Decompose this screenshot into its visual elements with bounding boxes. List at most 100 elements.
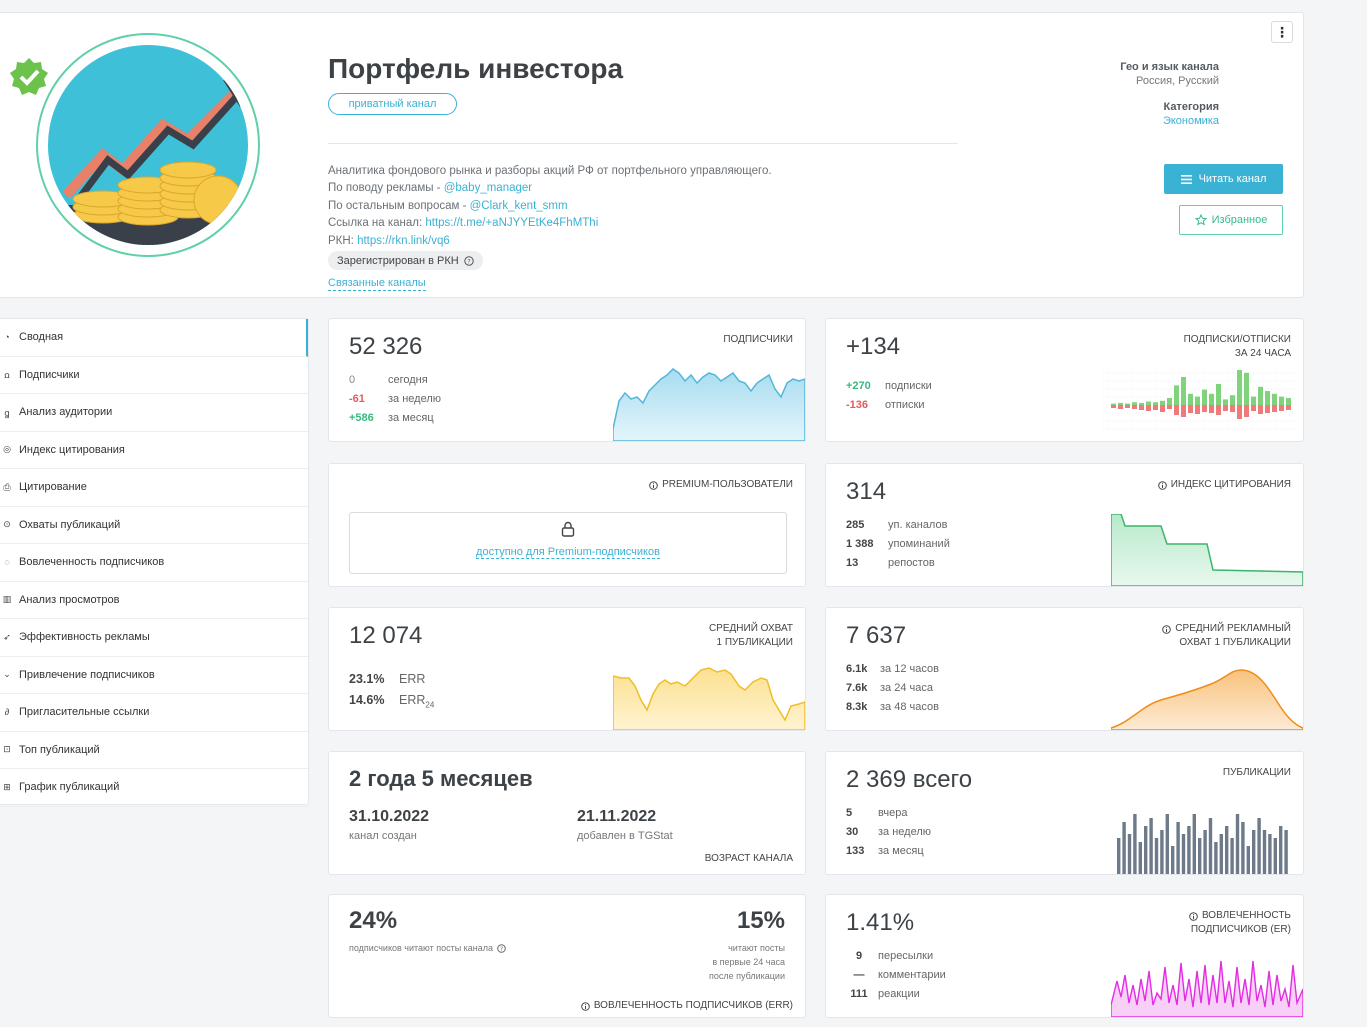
subscribe-bar bbox=[1118, 402, 1123, 405]
sidebar-item-8[interactable]: ▥ Анализ просмотров bbox=[0, 582, 308, 619]
sidebar-item-11[interactable]: ∂ Пригласительные ссылки bbox=[0, 694, 308, 732]
rkn-prefix: РКН: bbox=[328, 234, 358, 247]
views-icon: ▥ bbox=[2, 594, 12, 605]
subscribe-bar bbox=[1237, 370, 1242, 405]
sidebar-item-label: Пригласительные ссылки bbox=[19, 706, 150, 719]
subscribers-stats: 0 сегодня -61 за неделю +586 за месяц bbox=[349, 371, 441, 428]
month-label: за месяц bbox=[388, 412, 434, 424]
err-card[interactable]: 24% подписчиков читают посты канала ? 15… bbox=[328, 894, 806, 1018]
er-card[interactable]: 1.41% ВОВЛЕЧЕННОСТЬ ПОДПИСЧИКОВ (ER) 9 пе… bbox=[825, 894, 1304, 1018]
unsubscribe-bar bbox=[1265, 405, 1270, 413]
sidebar-item-10[interactable]: ⌄ Привлечение подписчиков bbox=[0, 657, 308, 694]
rkn-link[interactable]: https://rkn.link/vq6 bbox=[357, 234, 450, 247]
read-button-label: Читать канал bbox=[1198, 173, 1267, 185]
ads-contact-link[interactable]: @baby_manager bbox=[443, 182, 533, 195]
posts-week-label: за неделю bbox=[878, 826, 932, 838]
other-contact-link[interactable]: @Clark_kent_smm bbox=[469, 199, 568, 212]
publication-bar bbox=[1144, 826, 1148, 874]
publication-bar bbox=[1187, 826, 1191, 874]
subscribe-bar bbox=[1146, 401, 1151, 405]
publication-bar bbox=[1241, 822, 1245, 874]
category-link[interactable]: Экономика bbox=[1162, 115, 1219, 127]
posts-month-value: 133 bbox=[846, 845, 865, 857]
created-date: 31.10.2022 bbox=[349, 808, 430, 825]
subscribers-card[interactable]: 52 326 ПОДПИСЧИКИ 0 сегодня -61 за неделю … bbox=[328, 318, 806, 442]
ad-reach-value: 7 637 bbox=[846, 622, 907, 649]
channel-link[interactable]: https://t.me/+aNJYYEtKe4FhMThi bbox=[425, 217, 599, 230]
favorite-button[interactable]: Избранное bbox=[1179, 205, 1283, 235]
er-label: ВОВЛЕЧЕННОСТЬ ПОДПИСЧИКОВ (ER) bbox=[1189, 909, 1291, 937]
premium-unlock-link[interactable]: доступно для Premium-подписчиков bbox=[476, 546, 660, 559]
sidebar-item-13[interactable]: ⊞ График публикаций bbox=[0, 769, 308, 807]
channel-age-card[interactable]: 2 года 5 месяцев 31.10.2022 канал создан… bbox=[328, 751, 806, 875]
more-options-button[interactable]: ⋮ bbox=[1271, 21, 1293, 43]
unsubscribe-bar bbox=[1237, 405, 1242, 419]
divider bbox=[328, 143, 958, 144]
sidebar-item-5[interactable]: ⎙ Цитирование bbox=[0, 469, 308, 507]
question-icon: ? bbox=[464, 255, 474, 266]
channel-title: Портфель инвестора bbox=[328, 53, 624, 84]
comments-value: — bbox=[853, 969, 865, 981]
info-icon bbox=[649, 480, 658, 490]
subscribe-bar bbox=[1272, 393, 1277, 405]
verified-badge-icon bbox=[10, 58, 48, 95]
ad-reach-stats: 6.1k за 12 часов 7.6k за 24 часа 8.3k за 48… bbox=[846, 660, 939, 717]
reach-card[interactable]: 12 074 СРЕДНИЙ ОХВАТ 1 ПУБЛИКАЦИИ 23.1% E… bbox=[328, 607, 806, 731]
err-label: ВОВЛЕЧЕННОСТЬ ПОДПИСЧИКОВ (ERR) bbox=[581, 999, 793, 1013]
ad-reach-card[interactable]: 7 637 СРЕДНИЙ РЕКЛАМНЫЙ ОХВАТ 1 ПУБЛИКАЦ… bbox=[825, 607, 1304, 731]
sidebar-item-9[interactable]: ➶ Эффективность рекламы bbox=[0, 619, 308, 657]
publication-bar bbox=[1246, 846, 1250, 874]
unsubscribe-bar bbox=[1160, 405, 1165, 412]
subscribe-bar bbox=[1195, 396, 1200, 405]
channel-avatar bbox=[36, 33, 260, 257]
unsubscribe-bar bbox=[1272, 405, 1277, 412]
unsubscribe-bar bbox=[1174, 405, 1179, 415]
subunsub-card[interactable]: +134 ПОДПИСКИ/ОТПИСКИ ЗА 24 ЧАСА +270 под… bbox=[825, 318, 1304, 442]
geo-language: Гео и язык канала Россия, Русский bbox=[1120, 61, 1219, 87]
citation-index-value: 314 bbox=[846, 478, 887, 505]
reach-sparkline bbox=[613, 667, 805, 730]
link-prefix: Ссылка на канал: bbox=[328, 217, 426, 230]
publication-bar bbox=[1181, 834, 1186, 874]
subunsub-label: ПОДПИСКИ/ОТПИСКИ ЗА 24 ЧАСА bbox=[1184, 333, 1291, 361]
category: Категория Экономика bbox=[1163, 101, 1219, 127]
sidebar-item-2[interactable]: ꭥ Подписчики bbox=[0, 357, 308, 394]
avg-reach-value: 12 074 bbox=[349, 622, 423, 649]
today-value: 0 bbox=[349, 374, 356, 386]
unsubscribe-bar bbox=[1125, 405, 1130, 408]
premium-card[interactable]: PREMIUM-ПОЛЬЗОВАТЕЛИ доступно для Premiu… bbox=[328, 463, 806, 587]
sidebar-item-3[interactable]: ꬶ Анализ аудитории bbox=[0, 394, 308, 432]
unsubscribe-bar bbox=[1139, 405, 1144, 410]
subscribe-bar bbox=[1279, 396, 1284, 405]
sidebar-item-label: Эффективность рекламы bbox=[19, 631, 150, 644]
sidebar-item-7[interactable]: ◌ Вовлеченность подписчиков bbox=[0, 544, 308, 582]
subscribe-bar bbox=[1286, 398, 1291, 405]
subscribers-count: 52 326 bbox=[349, 333, 423, 360]
subscribe-bar bbox=[1160, 400, 1165, 405]
category-label: Категория bbox=[1163, 101, 1219, 113]
unsubscribe-bar bbox=[1132, 405, 1137, 409]
sidebar-item-label: Цитирование bbox=[19, 481, 87, 494]
citation-card[interactable]: 314 ИНДЕКС ЦИТИРОВАНИЯ 285 уп. каналов 1 … bbox=[825, 463, 1304, 587]
unsubscribe-bar bbox=[1195, 405, 1200, 414]
er-stats: 9 пересылки — комментарии 111 реакции bbox=[846, 947, 945, 1004]
question-icon: ? bbox=[497, 943, 506, 953]
related-channels-link[interactable]: Связанные каналы bbox=[328, 277, 426, 291]
channels-label: уп. каналов bbox=[888, 519, 948, 531]
sidebar-item-6[interactable]: ⊙ Охваты публикаций bbox=[0, 507, 308, 544]
ad-reach-label: СРЕДНИЙ РЕКЛАМНЫЙ ОХВАТ 1 ПУБЛИКАЦИИ bbox=[1162, 622, 1291, 650]
week-label: за неделю bbox=[388, 393, 442, 405]
sidebar-item-12[interactable]: ⊡ Топ публикаций bbox=[0, 732, 308, 769]
rkn-registered-badge[interactable]: Зарегистрирован в РКН ? bbox=[328, 251, 483, 270]
star-icon bbox=[1194, 214, 1207, 226]
publications-card[interactable]: 2 369 всего ПУБЛИКАЦИИ 5 вчера 30 за недел… bbox=[825, 751, 1304, 875]
read-channel-button[interactable]: Читать канал bbox=[1164, 164, 1283, 194]
engagement-icon: ◌ bbox=[4, 557, 10, 568]
unsubscribe-bar bbox=[1202, 405, 1207, 412]
subscribe-bar bbox=[1125, 403, 1130, 405]
sidebar-item-4[interactable]: ◎ Индекс цитирования bbox=[0, 432, 308, 469]
subscribe-bar bbox=[1181, 377, 1186, 405]
sidebar-item-1[interactable]: ◔ Сводная bbox=[0, 319, 308, 357]
er-label-line2: ПОДПИСЧИКОВ (ER) bbox=[1190, 924, 1291, 935]
info-icon bbox=[1189, 911, 1198, 921]
